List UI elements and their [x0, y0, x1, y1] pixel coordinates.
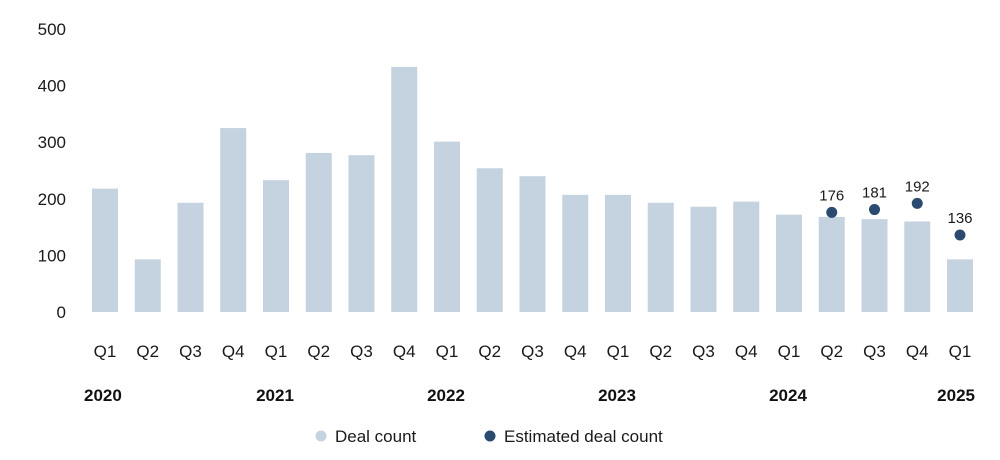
x-tick-label: Q1	[94, 342, 117, 361]
bar	[263, 180, 289, 312]
year-label: 2023	[598, 386, 636, 405]
x-tick-label: Q4	[393, 342, 416, 361]
bar	[861, 219, 888, 312]
estimated-point	[954, 229, 966, 241]
year-label: 2020	[84, 386, 122, 405]
bar	[690, 206, 717, 312]
bar	[220, 128, 247, 312]
x-tick-label: Q1	[949, 342, 972, 361]
x-tick-label: Q4	[735, 342, 758, 361]
x-tick-label: Q4	[222, 342, 245, 361]
year-label: 2021	[256, 386, 294, 405]
y-tick-label: 200	[38, 190, 66, 209]
x-tick-label: Q2	[136, 342, 159, 361]
bar	[305, 152, 332, 312]
x-tick-label: Q1	[265, 342, 288, 361]
x-tick-label: Q3	[521, 342, 544, 361]
y-tick-label: 500	[38, 20, 66, 39]
legend-label-deal-count: Deal count	[335, 427, 417, 446]
x-axis: Q1 Q2 Q3 Q4 Q1 Q2 Q3 Q4 Q1 Q2 Q3 Q4 Q1 Q2 Q3 Q4 Q1 Q2 Q3 Q4…	[84, 342, 975, 405]
estimated-point-label: 176	[819, 187, 844, 204]
bar	[177, 202, 204, 312]
legend: Deal count Estimated deal count	[315, 427, 663, 446]
x-tick-label: Q4	[906, 342, 929, 361]
x-tick-label: Q1	[778, 342, 801, 361]
year-label: 2024	[769, 386, 807, 405]
estimated-deal-count-points: 176 181 192 136	[819, 178, 973, 241]
estimated-point	[869, 204, 880, 216]
y-tick-label: 300	[38, 133, 66, 152]
deal-count-bars	[92, 66, 973, 312]
bar	[476, 168, 503, 312]
bar	[434, 141, 460, 312]
bar	[92, 188, 118, 312]
bar	[647, 202, 674, 312]
x-tick-label: Q1	[436, 342, 459, 361]
bar	[776, 214, 802, 312]
estimated-point-label: 181	[862, 185, 887, 202]
bar	[947, 259, 973, 312]
bar	[818, 216, 845, 312]
x-tick-label: Q4	[564, 342, 587, 361]
y-tick-label: 100	[38, 246, 66, 265]
x-tick-label: Q3	[350, 342, 373, 361]
bar	[348, 155, 375, 312]
x-tick-label: Q3	[179, 342, 202, 361]
estimated-point-label: 192	[905, 178, 930, 195]
x-tick-label: Q2	[820, 342, 843, 361]
bar	[605, 194, 631, 312]
bar	[733, 201, 760, 312]
bar	[519, 176, 546, 312]
y-tick-label: 0	[57, 303, 66, 322]
bar	[562, 194, 589, 312]
legend-label-estimated-deal-count: Estimated deal count	[504, 427, 663, 446]
y-axis: 0 100 200 300 400 500	[38, 20, 66, 322]
legend-marker-estimated-deal-count	[484, 430, 496, 442]
x-tick-label: Q3	[692, 342, 715, 361]
x-tick-label: Q2	[307, 342, 330, 361]
bar	[904, 221, 931, 312]
x-tick-label: Q3	[863, 342, 886, 361]
y-tick-label: 400	[38, 77, 66, 96]
legend-marker-deal-count	[315, 430, 327, 442]
estimated-point-label: 136	[947, 210, 972, 227]
x-tick-label: Q1	[607, 342, 630, 361]
estimated-point	[826, 206, 838, 218]
bar	[134, 259, 161, 312]
x-tick-label: Q2	[649, 342, 672, 361]
bar	[391, 66, 418, 312]
year-label: 2025	[937, 386, 975, 405]
estimated-point	[911, 197, 923, 209]
year-label: 2022	[427, 386, 465, 405]
x-tick-label: Q2	[478, 342, 501, 361]
